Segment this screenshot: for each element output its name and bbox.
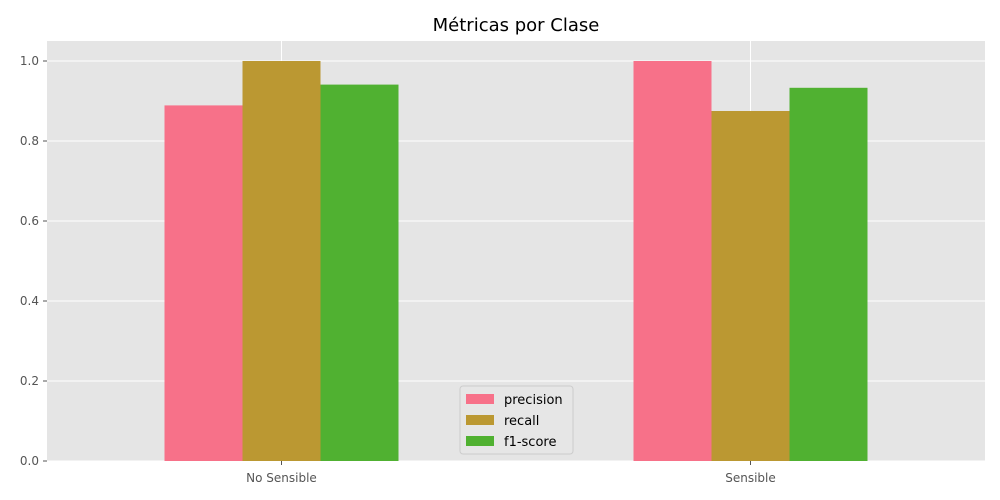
y-tick-label: 0.6 [20,214,39,228]
bar-precision-sensible [633,61,712,461]
chart-title: Métricas por Clase [433,15,600,36]
bar-precision-no-sensible [164,105,243,462]
legend: precision recall f1-score [459,385,574,455]
x-tick-label: No Sensible [246,471,317,485]
y-tick-label: 0.2 [20,374,39,388]
legend-swatch-f1-score [466,436,494,446]
legend-label-f1-score: f1-score [504,435,556,450]
legend-swatch-recall [466,415,494,425]
bar-recall-no-sensible [242,61,321,461]
legend-swatch-precision [466,394,494,404]
bar-f1-score-no-sensible [320,84,399,461]
legend-label-recall: recall [504,414,539,429]
bar-recall-sensible [711,111,790,461]
y-tick-label: 0.0 [20,454,39,468]
y-tick-label: 1.0 [20,54,39,68]
bar-f1-score-sensible [789,87,868,462]
x-tick-label: Sensible [725,471,776,485]
y-tick-label: 0.8 [20,134,39,148]
legend-label-precision: precision [504,393,563,408]
y-tick-label: 0.4 [20,294,39,308]
